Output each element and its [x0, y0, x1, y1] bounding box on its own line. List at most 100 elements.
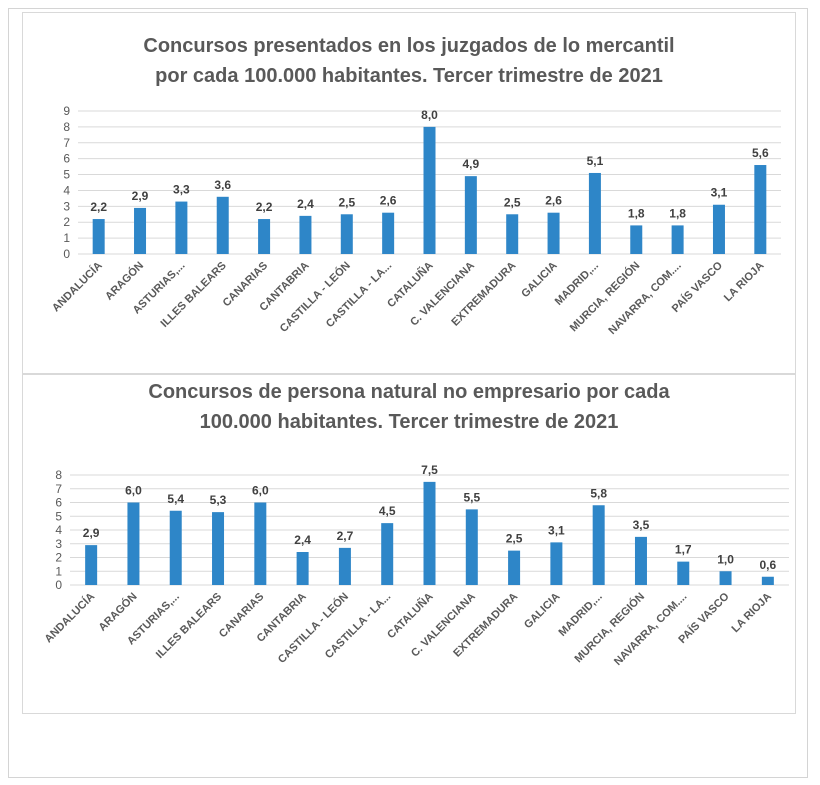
bar	[381, 523, 394, 585]
bar	[92, 219, 105, 254]
bar	[719, 571, 732, 585]
x-tick-label: MURCIA, REGIÓN	[572, 590, 647, 665]
data-label: 6,0	[125, 484, 142, 498]
x-tick-label: GALICIA	[522, 591, 562, 631]
data-label: 2,9	[83, 526, 100, 540]
data-label: 5,5	[463, 490, 480, 504]
chart-title-line-1: Concursos de persona natural no empresar…	[148, 381, 670, 403]
x-tick-label: ANDALUCÍA	[49, 259, 104, 314]
x-tick-label: LA RIOJA	[722, 260, 767, 305]
bar	[754, 165, 767, 254]
bar	[671, 225, 684, 254]
data-label: 4,9	[463, 157, 480, 171]
data-label: 2,2	[256, 200, 273, 214]
bar	[508, 550, 521, 585]
data-label: 5,3	[210, 493, 227, 507]
bar	[254, 502, 267, 585]
data-label: 1,8	[628, 206, 645, 220]
x-tick-label: ANDALUCÍA	[42, 590, 97, 645]
data-label: 2,5	[338, 195, 355, 209]
chart-title-line-1: Concursos presentados en los juzgados de…	[143, 35, 675, 57]
y-tick-label: 7	[55, 482, 62, 496]
y-tick-label: 6	[63, 152, 70, 166]
bar	[216, 196, 229, 254]
data-label: 2,7	[337, 529, 354, 543]
data-label: 2,4	[294, 533, 311, 547]
data-label: 6,0	[252, 484, 269, 498]
y-tick-label: 2	[63, 215, 70, 229]
bar	[382, 212, 395, 254]
y-tick-label: 0	[63, 247, 70, 261]
chart-title: Concursos presentados en los juzgados de…	[23, 31, 795, 91]
y-tick-label: 3	[55, 537, 62, 551]
data-label: 0,6	[760, 558, 777, 572]
chart-title-line-2: 100.000 habitantes. Tercer trimestre de …	[199, 411, 619, 433]
bar	[465, 509, 478, 585]
data-label: 3,5	[633, 518, 650, 532]
y-tick-label: 5	[63, 168, 70, 182]
y-tick-label: 4	[63, 183, 70, 197]
x-tick-label: NAVARRA, COM....	[612, 591, 689, 668]
outer-frame	[8, 8, 808, 778]
chart-panel-persona-natural: Concursos de persona natural no empresar…	[22, 374, 796, 714]
bar	[85, 545, 98, 585]
bar	[761, 576, 774, 585]
y-tick-label: 8	[55, 468, 62, 482]
y-tick-label: 1	[55, 564, 62, 578]
data-label: 3,1	[548, 523, 565, 537]
bar	[423, 481, 436, 585]
bar	[712, 204, 725, 254]
data-label: 1,0	[717, 552, 734, 566]
bar	[212, 512, 225, 585]
bar	[677, 561, 690, 585]
data-label: 5,8	[590, 486, 607, 500]
data-label: 3,6	[214, 178, 231, 192]
data-label: 2,4	[297, 197, 314, 211]
bar	[550, 542, 563, 585]
data-label: 2,2	[90, 200, 107, 214]
x-tick-label: NAVARRA, COM....	[606, 260, 683, 337]
bar	[547, 212, 560, 254]
data-label: 5,1	[587, 154, 604, 168]
y-tick-label: 5	[55, 509, 62, 523]
y-tick-label: 7	[63, 136, 70, 150]
chart-panel-mercantil: Concursos presentados en los juzgados de…	[22, 12, 796, 374]
y-tick-label: 8	[63, 120, 70, 134]
bar	[338, 547, 351, 585]
data-label: 2,6	[545, 194, 562, 208]
bar	[175, 201, 188, 254]
bar-chart-persona-natural: 0123456782,9ANDALUCÍA6,0ARAGÓN5,4ASTURIA…	[42, 463, 789, 668]
data-label: 2,5	[506, 532, 523, 546]
bar	[169, 510, 182, 585]
data-label: 3,1	[711, 186, 728, 200]
bar-chart-mercantil: 01234567892,2ANDALUCÍA2,9ARAGÓN3,3ASTURI…	[49, 104, 781, 337]
bar	[588, 172, 601, 254]
bar	[258, 219, 271, 254]
data-label: 1,7	[675, 543, 692, 557]
bar	[423, 126, 436, 254]
bar	[464, 176, 477, 254]
y-tick-label: 3	[63, 199, 70, 213]
bar	[340, 214, 353, 254]
x-tick-label: CASTILLA - LEÓN	[277, 259, 353, 335]
y-tick-label: 9	[63, 104, 70, 118]
x-tick-label: GALICIA	[519, 260, 559, 300]
bar	[506, 214, 519, 254]
bar	[134, 207, 147, 254]
bar	[634, 536, 647, 585]
data-label: 2,5	[504, 195, 521, 209]
data-label: 2,9	[132, 189, 149, 203]
y-tick-label: 2	[55, 551, 62, 565]
data-label: 7,5	[421, 463, 438, 477]
bar	[592, 505, 605, 585]
chart-title-line-2: por cada 100.000 habitantes. Tercer trim…	[155, 65, 663, 87]
bar	[630, 225, 643, 254]
bar	[296, 552, 309, 585]
data-label: 8,0	[421, 108, 438, 122]
data-label: 3,3	[173, 183, 190, 197]
x-tick-label: ARAGÓN	[96, 590, 140, 634]
y-tick-label: 0	[55, 578, 62, 592]
x-tick-label: LA RIOJA	[729, 591, 774, 636]
data-label: 5,6	[752, 146, 769, 160]
data-label: 2,6	[380, 194, 397, 208]
